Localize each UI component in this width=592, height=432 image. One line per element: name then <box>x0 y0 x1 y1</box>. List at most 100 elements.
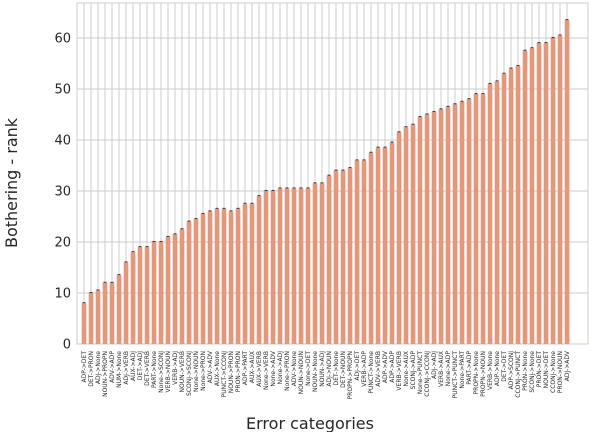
x-tick-label: PROPN->None <box>473 351 480 395</box>
x-tick-label: None->SCONJ <box>158 351 165 393</box>
x-tick-label: NUM->None <box>116 351 123 388</box>
bar <box>123 262 129 344</box>
x-tick-label: None->AUX <box>403 351 410 386</box>
x-tick-label: ADP->SCONJ <box>508 351 515 390</box>
y-tick-label: 50 <box>54 83 71 98</box>
bar <box>424 114 430 344</box>
bar <box>333 170 339 344</box>
bar <box>249 203 255 344</box>
x-tick-label: ADV->ADV <box>207 350 214 383</box>
bar <box>172 234 178 344</box>
x-tick-label: ADP->None <box>494 351 501 386</box>
x-tick-label: NOUN->PROPN <box>102 351 109 397</box>
bar <box>515 66 521 345</box>
bar <box>529 48 535 344</box>
bar-caps <box>82 19 569 304</box>
bar <box>214 208 220 344</box>
x-tick-label: None->PUNCT <box>417 351 424 395</box>
x-tick-label: NOUN->NOUN <box>298 351 305 394</box>
x-tick-label: NOUN->DET <box>543 351 550 389</box>
x-tick-label: VERB->None <box>487 351 494 390</box>
bar <box>221 208 227 344</box>
x-tick-label: PART->ADP <box>466 351 473 385</box>
bar <box>347 168 353 344</box>
bar <box>88 293 94 344</box>
bars <box>81 20 570 345</box>
bar <box>319 183 325 344</box>
y-tick-label: 0 <box>63 338 71 353</box>
x-tick-label: AUX->ADJ <box>130 351 137 381</box>
bar <box>151 242 157 344</box>
bar <box>102 282 108 344</box>
x-tick-label: ADV->VERB <box>375 351 382 387</box>
bar <box>263 191 269 344</box>
bar <box>466 99 472 344</box>
bar <box>501 73 507 344</box>
bar <box>144 247 150 344</box>
x-tick-label: DET->ADJ <box>137 351 144 380</box>
x-tick-label: PRON->NOUN <box>557 351 564 393</box>
x-tick-label: NOUN->None <box>312 351 319 392</box>
x-tick-label: ADP->ADP <box>389 351 396 383</box>
x-tick-label: NOUN->PRON <box>228 351 235 393</box>
bar <box>445 106 451 344</box>
bar <box>487 83 493 345</box>
x-tick-labels: ADP->DET DET->PRON ADJ->None NOUN->PROPN ADV… <box>81 350 571 399</box>
y-tick-label: 60 <box>54 32 71 47</box>
x-tick-label: AUX->AUX <box>249 351 256 383</box>
bar <box>438 109 444 345</box>
x-tick-label: PRON->PRON <box>235 351 242 392</box>
x-tick-label: SCONJ->SCONJ <box>186 351 193 396</box>
x-tick-label: None->DET <box>305 351 312 386</box>
x-tick-label: VERB->VERB <box>396 351 403 391</box>
bar <box>116 275 122 344</box>
x-tick-label: ADV->None <box>291 351 298 387</box>
x-tick-label: CCONJ->None <box>550 351 557 393</box>
bar <box>81 303 87 344</box>
x-tick-label: NOUN->VERB <box>179 351 186 392</box>
x-tick-label: ADJ->ADV <box>564 350 571 381</box>
x-tick-label: ADJ->None <box>95 351 102 384</box>
bar <box>186 221 192 344</box>
x-tick-label: ADJ->DET <box>354 351 361 381</box>
bar <box>235 208 241 344</box>
bar <box>193 219 199 344</box>
x-tick-label: PROPN->NOUN <box>480 351 487 397</box>
y-tick-label: 10 <box>54 287 71 302</box>
x-tick-label: PROPN->PROPN <box>347 351 354 399</box>
bar <box>557 35 563 344</box>
x-tick-label: PRON->None <box>522 351 529 391</box>
bar <box>354 160 360 344</box>
x-tick-label: None->ADV <box>270 350 277 386</box>
x-tick-label: SCONJ->ADP <box>410 351 417 390</box>
x-tick-label: DET->DET <box>501 351 508 382</box>
bar <box>207 211 213 344</box>
x-tick-label: CCONJ->PUNCT <box>515 351 522 398</box>
x-tick-label: SCONJ->None <box>529 351 536 393</box>
x-tick-label: NOUN->ADJ <box>319 351 326 387</box>
bar <box>109 282 115 344</box>
bar <box>452 104 458 344</box>
bar <box>137 247 143 344</box>
bar <box>410 124 416 344</box>
bar <box>242 203 248 344</box>
bar <box>165 236 171 344</box>
x-tick-label: PUNCT->CCONJ <box>221 351 228 398</box>
x-tick-label: ADJ->VERB <box>123 351 130 385</box>
bar <box>494 81 500 344</box>
y-tick-label: 20 <box>54 236 71 251</box>
x-tick-label: PRON->DET <box>536 351 543 388</box>
x-tick-label: PART->None <box>151 351 158 388</box>
bar <box>270 191 276 344</box>
bar <box>389 142 395 344</box>
x-tick-label: None->PRON <box>284 351 291 391</box>
bar <box>298 188 304 344</box>
bar <box>305 188 311 344</box>
x-tick-label: None->ADP <box>445 351 452 387</box>
bar <box>375 147 381 344</box>
bar <box>361 160 367 344</box>
bar <box>382 147 388 344</box>
x-tick-label: VERB->AUX <box>438 351 445 387</box>
bar <box>508 68 514 344</box>
y-axis-label: Bothering - rank <box>2 117 21 248</box>
